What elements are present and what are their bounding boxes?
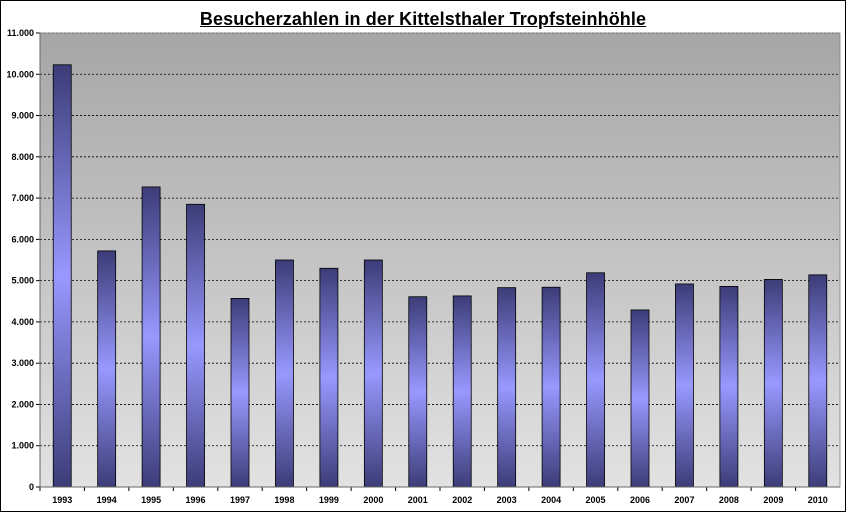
bar-2003: [497, 287, 517, 488]
x-tick-label: 2002: [452, 495, 472, 505]
x-tick-label: 2008: [719, 495, 739, 505]
x-tick-label: 2001: [408, 495, 428, 505]
bar-2007: [675, 283, 694, 488]
bar-1999: [319, 267, 339, 488]
bar-1995: [141, 186, 161, 488]
y-tick-label: 8.000: [11, 152, 34, 162]
bar-2005: [586, 272, 605, 488]
y-tick-label: 9.000: [11, 111, 34, 121]
bar-1998: [275, 259, 294, 488]
y-tick-label: 7.000: [11, 193, 34, 203]
y-tick-label: 10.000: [6, 69, 34, 79]
grid-lines: [40, 32, 840, 447]
bar-1994: [97, 250, 117, 488]
x-tick-label: 2006: [630, 495, 650, 505]
y-tick-label: 6.000: [11, 234, 34, 244]
bars: [52, 64, 828, 488]
x-tick-labels: 1993 1994 1995 1996 1997 1998 1999 2000 2001 2002…: [52, 495, 828, 505]
y-tick-label: 0: [29, 482, 34, 492]
y-tick-label: 5.000: [11, 276, 34, 286]
x-tick-label: 1993: [52, 495, 72, 505]
bar-2001: [408, 296, 428, 488]
chart-title: Besucherzahlen in der Kittelsthaler Trop…: [199, 9, 647, 29]
x-tick-label: 1999: [319, 495, 339, 505]
x-tick-label: 2010: [808, 495, 828, 505]
y-tick-label: 11.000: [7, 28, 34, 38]
bar-1997: [230, 297, 250, 488]
x-tick-label: 1996: [186, 495, 206, 505]
bar-2008: [719, 286, 739, 488]
bar-2006: [630, 309, 650, 488]
bar-2002: [452, 295, 472, 488]
y-tick-label: 3.000: [11, 358, 34, 368]
bar-2010: [808, 274, 828, 488]
x-tick-label: 2007: [674, 495, 694, 505]
x-tick-label: 1997: [230, 495, 250, 505]
x-tick-label: 1994: [97, 495, 117, 505]
bar-2004: [541, 286, 561, 488]
bar-1993: [52, 64, 72, 488]
axes: [36, 32, 841, 491]
bar-1996: [186, 203, 205, 488]
x-tick-label: 2004: [541, 495, 561, 505]
x-tick-label: 2009: [763, 495, 783, 505]
y-tick-label: 1.000: [11, 441, 34, 451]
x-tick-label: 2003: [497, 495, 517, 505]
y-tick-label: 2.000: [11, 399, 34, 409]
plot-area: [40, 33, 840, 487]
bar-2009: [763, 278, 783, 488]
y-tick-label: 4.000: [11, 317, 34, 327]
x-tick-label: 2005: [586, 495, 606, 505]
y-tick-labels: 0 1.000 2.000 3.000 4.000 5.000 6.000 7.000 8.00…: [6, 28, 34, 492]
bar-2000: [363, 259, 383, 488]
x-tick-label: 1998: [274, 495, 294, 505]
x-tick-label: 1995: [141, 495, 161, 505]
plot-border: [39, 32, 841, 488]
x-tick-label: 2000: [363, 495, 383, 505]
